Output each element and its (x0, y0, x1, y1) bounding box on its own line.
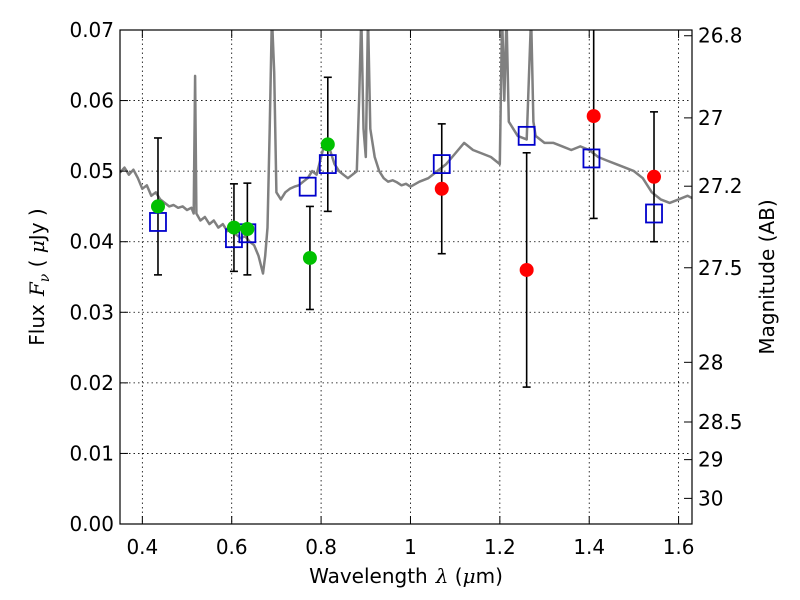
y-axis-title-unit-mu: μ (25, 240, 49, 253)
y-tick-label: 0.03 (69, 300, 114, 324)
optical-point (150, 199, 165, 214)
model-point (432, 154, 451, 174)
y2-tick-label: 26.8 (698, 24, 743, 48)
x-axis-title-unit-close: m) (476, 564, 503, 588)
x-axis-title-unit-mu: μ (463, 564, 476, 588)
y-tick-label: 0.00 (69, 512, 114, 536)
y-axis-title: Flux Fν ( μJy ) (25, 208, 53, 345)
nir-point (586, 109, 601, 124)
model-point (645, 203, 663, 224)
y-tick-label: 0.07 (69, 18, 114, 42)
y-axis-title-unit-close: Jy ) (25, 208, 49, 242)
y-tick-label: 0.02 (69, 371, 114, 395)
model-point (318, 154, 337, 174)
axes-frame (119, 29, 693, 525)
y-tick-label: 0.01 (69, 441, 114, 465)
x-tick-label: 1.2 (484, 535, 516, 559)
optical-point (320, 137, 335, 152)
x-axis-title-unit-open: ( (448, 564, 462, 588)
y-tick-label: 0.04 (69, 230, 114, 254)
x-axis-title: Wavelength λ (μm) (309, 564, 503, 588)
optical-point (226, 220, 241, 235)
model-point (298, 176, 317, 197)
x-axis-title-symbol: λ (435, 564, 449, 588)
plot-area (120, 30, 692, 388)
nir-point (647, 169, 662, 184)
x-tick-label: 0.8 (305, 535, 337, 559)
y-axis-title-text: Flux (25, 304, 49, 346)
optical-point (302, 250, 317, 265)
y2-tick-label: 28.5 (698, 410, 743, 434)
x-tick-label: 1.6 (663, 535, 695, 559)
y2-tick-label: 28 (698, 350, 723, 374)
y2-tick-label: 27 (698, 106, 723, 130)
y2-tick-label: 27.2 (698, 174, 743, 198)
y2-axis-ticks: 26.8 27 27.2 27.5 28 28.5 29 30 (684, 24, 743, 510)
x-tick-label: 0.4 (126, 535, 158, 559)
grid-lines (120, 29, 692, 525)
y2-tick-label: 30 (698, 486, 723, 510)
optical-point (240, 222, 255, 237)
x-tick-label: 1.4 (573, 535, 605, 559)
y-tick-label: 0.05 (69, 159, 114, 183)
model-point (517, 125, 536, 146)
y2-axis-title: Magnitude (AB) (755, 199, 779, 354)
nir-point (519, 262, 534, 277)
model-point (582, 148, 601, 169)
x-axis-ticks: 0.4 0.6 0.8 1 1.2 1.4 1.6 (126, 30, 695, 559)
y-axis-title-symbol-sub: ν (37, 273, 53, 282)
x-tick-label: 1 (404, 535, 417, 559)
y-tick-label: 0.06 (69, 89, 114, 113)
y2-tick-label: 29 (698, 448, 723, 472)
y2-tick-label: 27.5 (698, 256, 743, 280)
x-axis-title-text: Wavelength (309, 564, 428, 588)
nir-point (434, 181, 449, 196)
y-axis-title-symbol: F (25, 281, 49, 297)
template-spectrum-line (120, 30, 692, 275)
plot-frame (119, 29, 693, 525)
x-tick-label: 0.6 (216, 535, 248, 559)
y-axis-title-unit-open: ( (25, 253, 49, 274)
y-axis-ticks: 0.00 0.01 0.02 0.03 0.04 0.05 0.06 0.07 (69, 18, 128, 536)
